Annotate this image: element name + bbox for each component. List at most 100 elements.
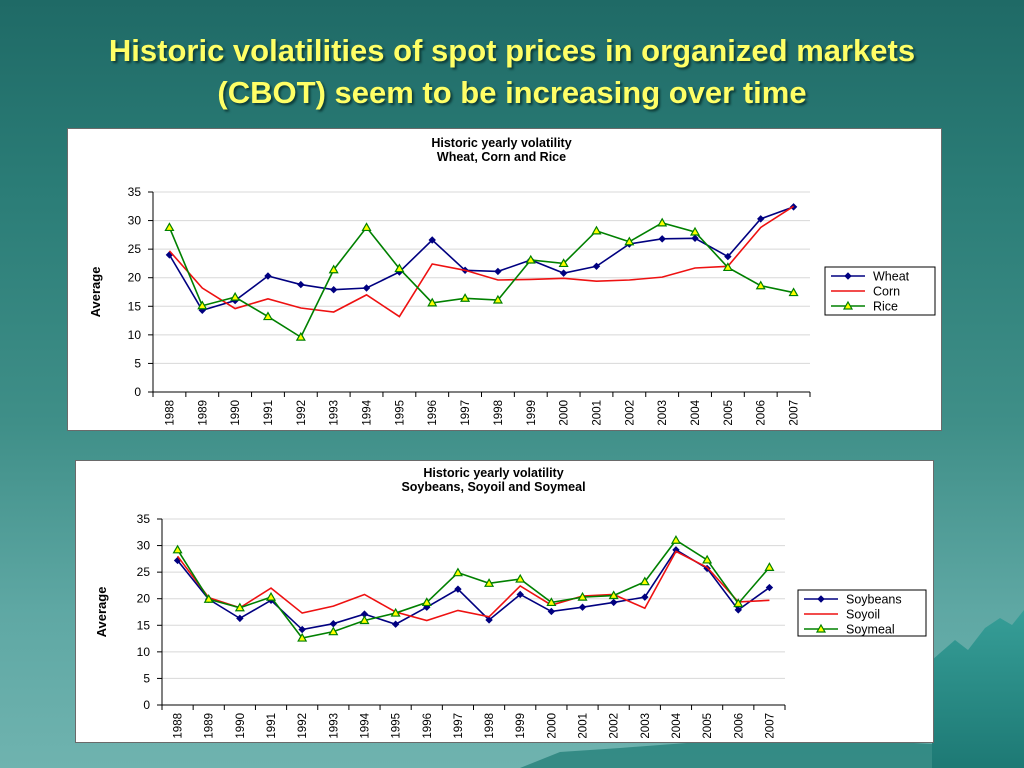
data-point-rice: [755, 280, 766, 290]
wave-shape: [520, 738, 932, 768]
y-tick-label: 5: [134, 356, 141, 370]
y-tick-label: 0: [143, 698, 150, 712]
x-tick-label: 2003: [640, 713, 652, 739]
x-tick-label: 1989: [204, 713, 216, 739]
data-point-soybeans: [391, 620, 400, 628]
data-point-soymeal: [733, 598, 744, 608]
data-point-soybeans: [765, 583, 774, 592]
slide-title-line-2: (CBOT) seem to be increasing over time: [217, 75, 807, 110]
data-point-soybeans: [298, 625, 306, 634]
data-point-soymeal: [203, 594, 214, 603]
data-point-rice: [558, 258, 569, 268]
x-tick-label: 1992: [296, 400, 308, 426]
data-point-rice: [197, 300, 208, 310]
data-point-soybeans: [609, 598, 618, 607]
x-tick-label: 2007: [764, 713, 776, 739]
data-point-soybeans: [423, 603, 431, 611]
data-point-rice: [460, 293, 471, 302]
data-point-soymeal: [484, 578, 495, 587]
y-tick-label: 25: [128, 242, 142, 256]
x-tick-label: 1990: [235, 713, 247, 739]
y-tick-label: 10: [128, 328, 142, 342]
y-tick-label: 20: [137, 592, 151, 606]
series-line-soyoil: [176, 550, 770, 622]
data-point-wheat: [428, 236, 436, 244]
data-point-wheat: [494, 267, 502, 276]
x-tick-label: 2000: [546, 713, 558, 739]
data-point-soybeans: [547, 607, 556, 616]
legend-label-corn: Corn: [873, 285, 900, 299]
x-tick-label: 1996: [427, 400, 439, 426]
data-point-rice: [427, 297, 438, 307]
legend-label-soybeans: Soybeans: [846, 593, 902, 607]
data-point-wheat: [592, 262, 601, 270]
x-tick-label: 1991: [263, 400, 275, 426]
data-point-rice: [262, 311, 274, 321]
data-point-rice: [328, 264, 339, 274]
data-point-rice: [722, 262, 733, 272]
legend-marker-rice: [842, 300, 854, 310]
data-point-soymeal: [639, 576, 650, 586]
data-point-rice: [624, 236, 635, 246]
data-point-soybeans: [578, 603, 587, 611]
legend-marker-soybeans: [817, 595, 825, 603]
x-tick-label: 2004: [671, 712, 683, 738]
x-tick-label: 1994: [359, 712, 371, 738]
x-tick-label: 2006: [733, 713, 745, 739]
data-point-rice: [361, 222, 372, 232]
x-tick-label: 2005: [702, 713, 714, 739]
x-tick-label: 2001: [578, 713, 590, 739]
x-tick-label: 2003: [657, 400, 669, 426]
x-tick-label: 1994: [362, 399, 374, 425]
data-point-soymeal: [359, 615, 370, 625]
x-tick-label: 1991: [266, 713, 278, 739]
data-point-soymeal: [390, 607, 401, 617]
x-tick-label: 1999: [515, 713, 527, 739]
x-tick-label: 2007: [789, 400, 801, 426]
x-tick-label: 1993: [329, 400, 341, 426]
y-tick-label: 5: [143, 671, 150, 685]
y-tick-label: 15: [128, 299, 142, 313]
chart-subtitle: Soybeans, Soyoil and Soymeal: [401, 480, 585, 494]
legend-marker-soymeal: [815, 623, 827, 633]
chart-title: Historic yearly volatility: [423, 466, 563, 480]
data-point-wheat: [559, 269, 568, 277]
data-point-soybeans: [734, 606, 742, 614]
x-tick-label: 1997: [453, 713, 465, 739]
x-tick-label: 1992: [297, 713, 309, 739]
x-tick-label: 1990: [230, 400, 242, 426]
data-point-soymeal: [764, 562, 775, 571]
series-line-rice: [168, 221, 794, 339]
series-line-wheat: [168, 206, 794, 312]
legend-label-soyoil: Soyoil: [846, 608, 880, 622]
data-point-wheat: [362, 284, 371, 292]
y-tick-label: 20: [128, 271, 142, 285]
data-point-soymeal: [546, 597, 557, 607]
y-tick-label: 30: [137, 539, 151, 553]
chart-panel-soy-complex: Historic yearly volatility Soybeans, Soyo…: [75, 460, 934, 743]
x-tick-label: 1998: [484, 713, 496, 739]
data-point-wheat: [691, 234, 699, 242]
series-line-soybeans: [176, 548, 770, 631]
x-tick-label: 2000: [559, 400, 571, 426]
x-tick-label: 1995: [394, 400, 406, 426]
data-point-soymeal: [515, 573, 526, 583]
x-tick-label: 2001: [591, 400, 603, 426]
x-tick-label: 1988: [164, 400, 176, 426]
series-line-corn: [168, 205, 795, 318]
data-point-soymeal: [297, 632, 308, 642]
data-point-soymeal: [421, 597, 432, 607]
chart-title: Historic yearly volatility: [431, 136, 571, 150]
x-tick-label: 2004: [690, 399, 702, 425]
data-point-soymeal: [670, 535, 682, 544]
legend-label-rice: Rice: [873, 300, 898, 314]
iceberg-shape: [932, 610, 1024, 768]
data-point-soybeans: [236, 614, 244, 623]
data-point-wheat: [264, 272, 272, 280]
x-tick-label: 1988: [173, 713, 185, 739]
y-tick-label: 35: [128, 185, 142, 199]
data-point-soybeans: [454, 585, 462, 593]
y-tick-label: 25: [137, 565, 151, 579]
